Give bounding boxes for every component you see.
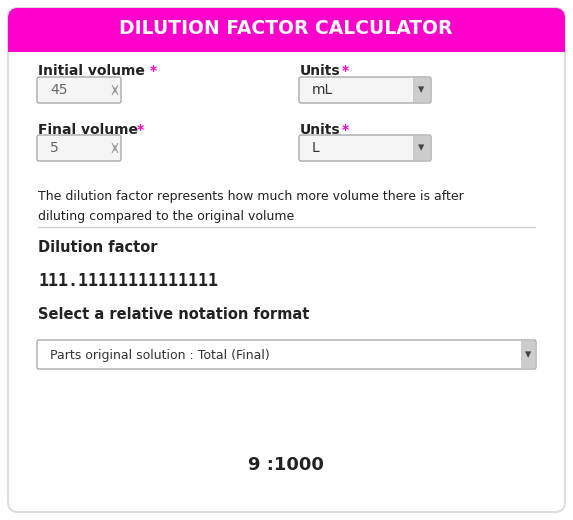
Text: *: * — [137, 123, 144, 137]
Text: 5: 5 — [50, 141, 59, 155]
Text: *: * — [150, 64, 157, 78]
Text: Units: Units — [300, 123, 340, 137]
FancyBboxPatch shape — [8, 8, 565, 52]
Text: *: * — [342, 123, 349, 137]
Text: The dilution factor represents how much more volume there is after
diluting comp: The dilution factor represents how much … — [38, 190, 464, 223]
Bar — [413, 78, 430, 102]
Bar — [8, 38, 565, 52]
FancyBboxPatch shape — [8, 8, 565, 512]
Text: Initial volume: Initial volume — [38, 64, 145, 78]
Text: L: L — [312, 141, 320, 155]
FancyBboxPatch shape — [299, 135, 431, 161]
Text: DILUTION FACTOR CALCULATOR: DILUTION FACTOR CALCULATOR — [119, 19, 453, 37]
Text: ▾: ▾ — [418, 141, 424, 154]
Text: 111.11111111111111: 111.11111111111111 — [38, 272, 218, 290]
Text: Units: Units — [300, 64, 340, 78]
FancyBboxPatch shape — [37, 340, 536, 369]
Bar — [521, 341, 535, 368]
Text: *: * — [342, 64, 349, 78]
Text: ▾: ▾ — [525, 348, 531, 361]
FancyBboxPatch shape — [37, 77, 121, 103]
Text: Dilution factor: Dilution factor — [38, 240, 158, 255]
Bar — [413, 136, 430, 160]
Text: 9 :1000: 9 :1000 — [248, 456, 324, 474]
Text: Final volume: Final volume — [38, 123, 138, 137]
Text: Parts original solution : Total (Final): Parts original solution : Total (Final) — [50, 348, 270, 361]
Text: mL: mL — [312, 83, 333, 97]
FancyBboxPatch shape — [37, 135, 121, 161]
Text: 45: 45 — [50, 83, 68, 97]
Text: ▾: ▾ — [418, 84, 424, 97]
Text: Select a relative notation format: Select a relative notation format — [38, 307, 309, 322]
FancyBboxPatch shape — [299, 77, 431, 103]
